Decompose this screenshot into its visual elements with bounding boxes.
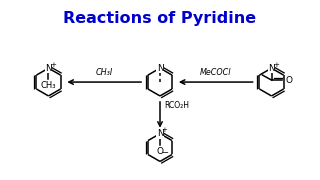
Text: +: + (162, 127, 167, 133)
Text: N: N (156, 64, 164, 73)
Text: Reactions of Pyridine: Reactions of Pyridine (63, 11, 257, 26)
Text: CH₃: CH₃ (41, 81, 56, 90)
Text: CH₃I: CH₃I (96, 68, 113, 77)
Text: RCO₂H: RCO₂H (164, 101, 189, 110)
Text: MeCOCl: MeCOCl (200, 68, 231, 77)
Text: O: O (285, 76, 292, 85)
Text: O: O (156, 147, 164, 156)
Text: N: N (45, 64, 52, 73)
Text: N: N (156, 129, 164, 138)
Text: +: + (50, 62, 56, 68)
Text: +: + (273, 62, 279, 68)
Text: −: − (162, 148, 168, 158)
Text: N: N (268, 64, 275, 73)
